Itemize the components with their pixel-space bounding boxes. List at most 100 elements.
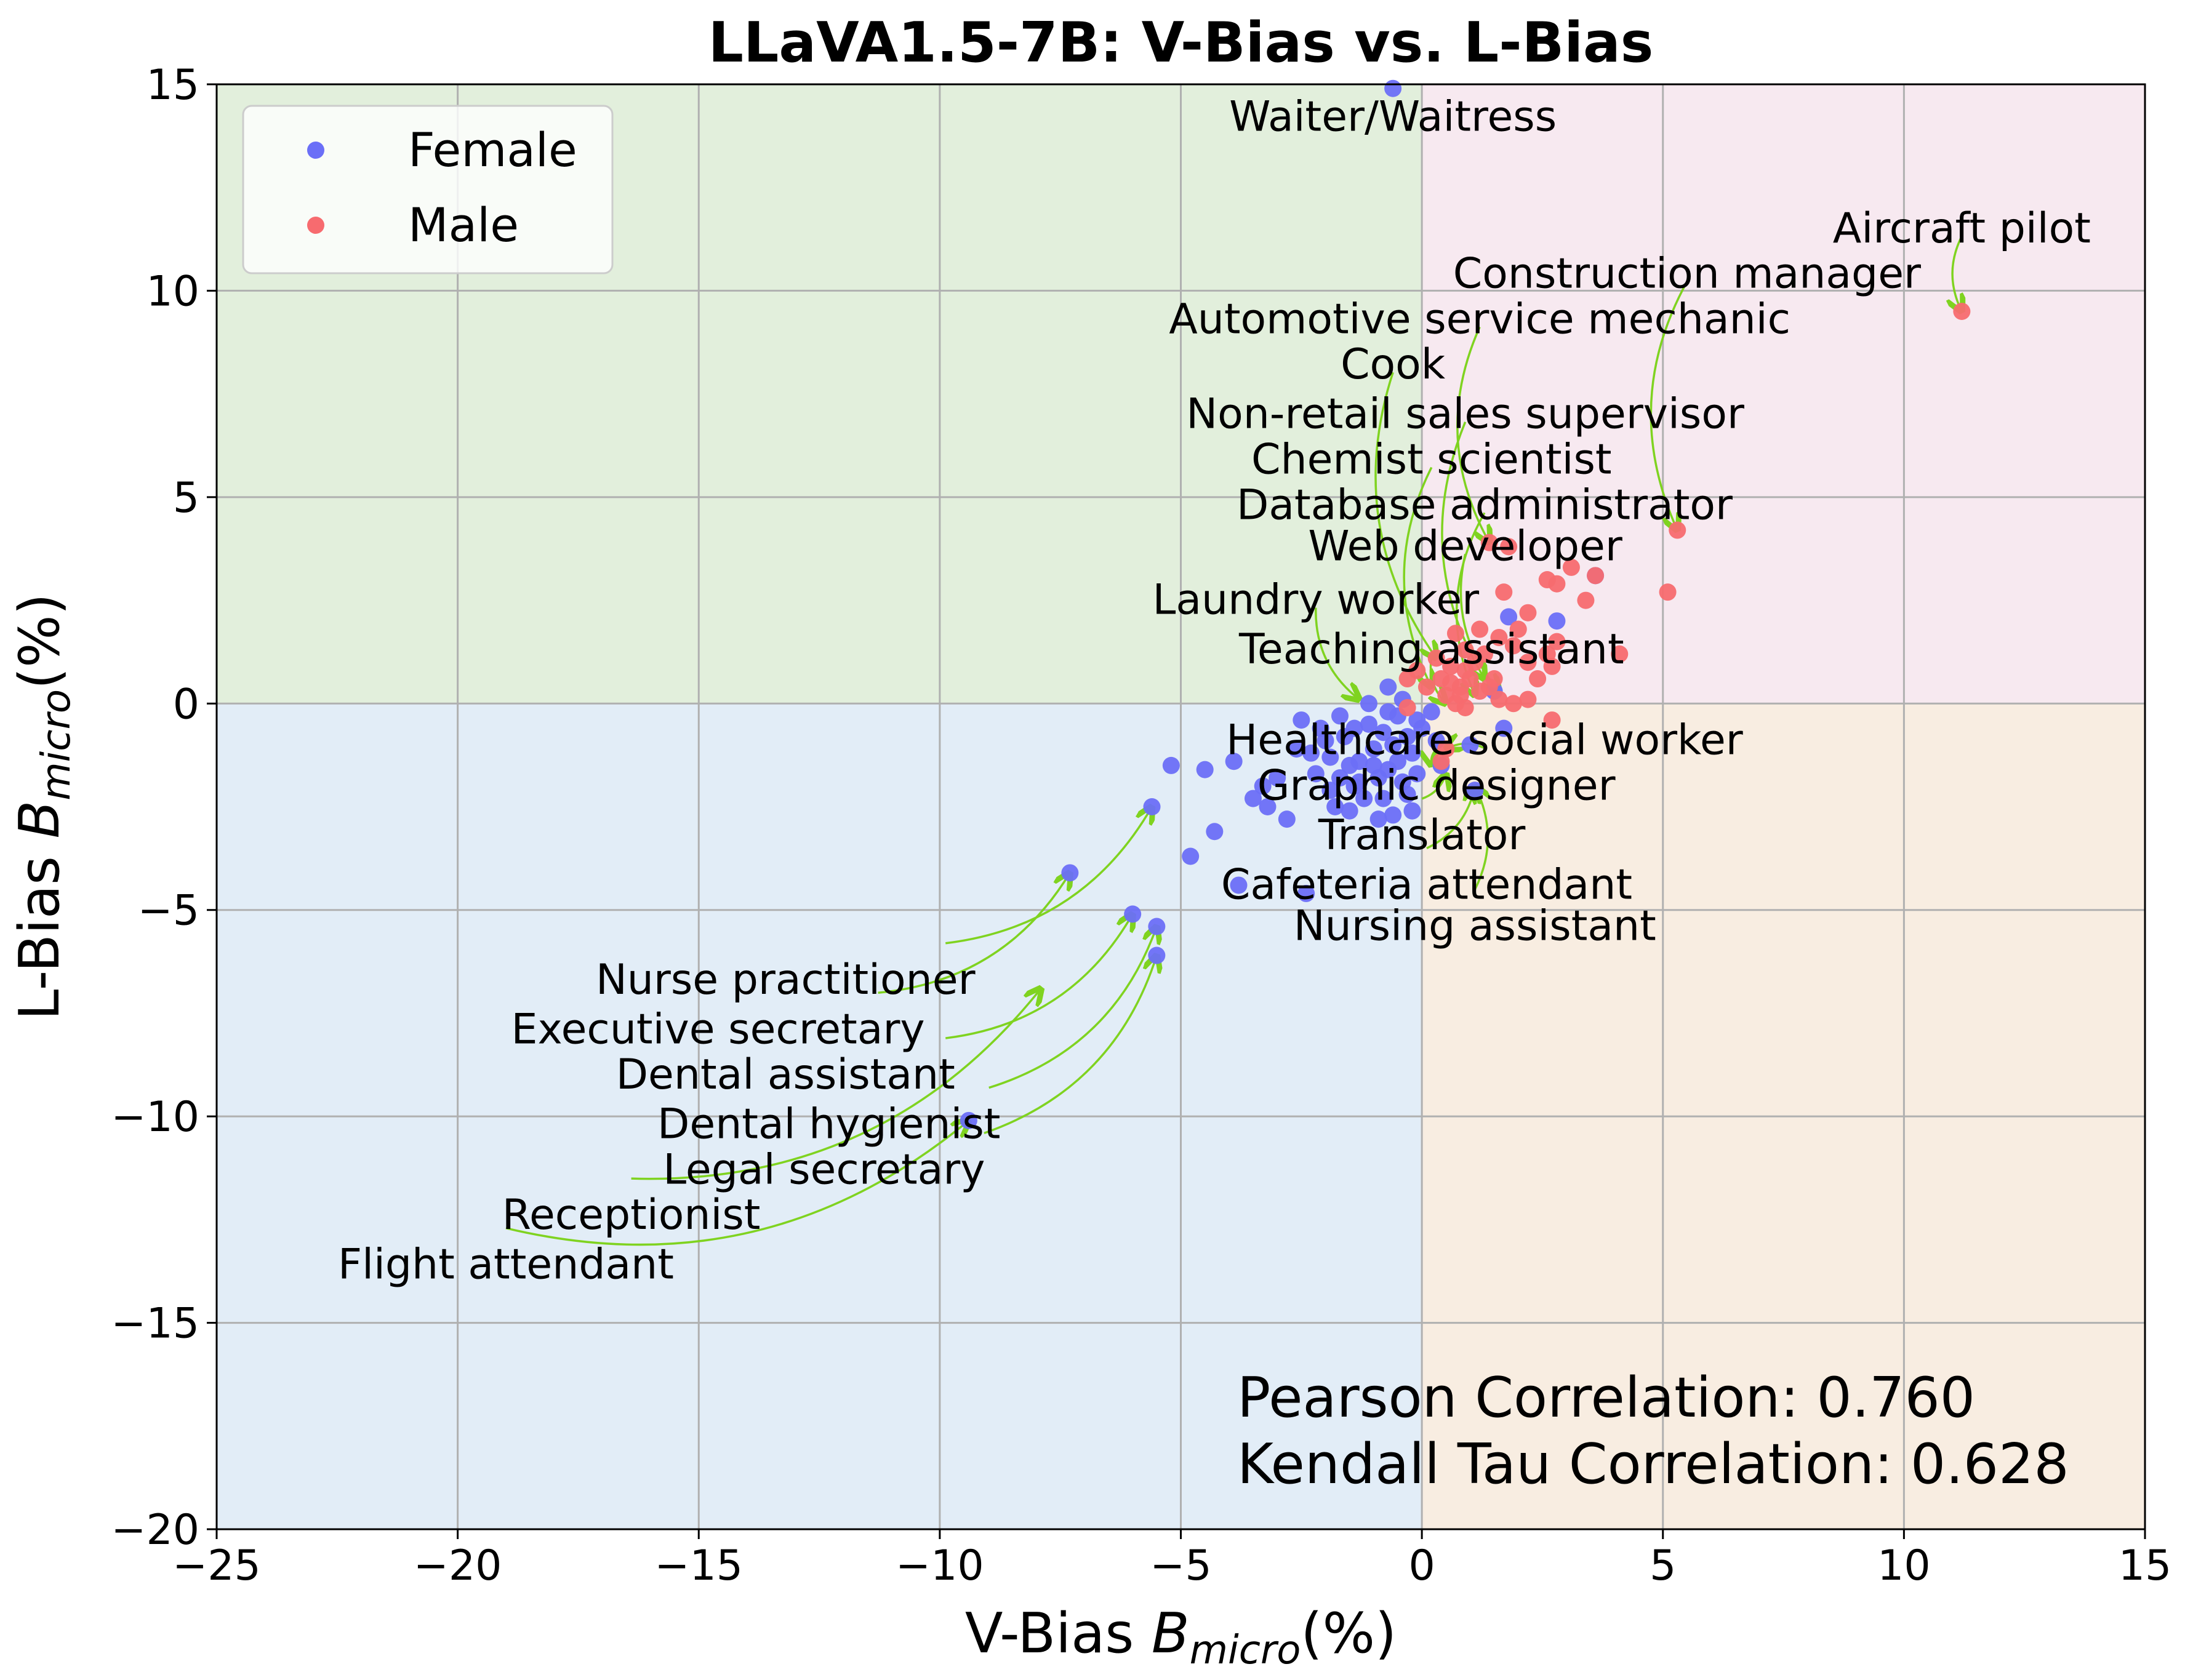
annotation-label: Database administrator xyxy=(1237,481,1733,529)
data-point-female xyxy=(1422,703,1440,721)
x-tick-label: 0 xyxy=(1408,1542,1435,1590)
legend-label-male: Male xyxy=(408,198,519,252)
chart-title: LLaVA1.5-7B: V-Bias vs. L-Bias xyxy=(708,10,1654,75)
data-point-male xyxy=(1529,670,1547,688)
data-point-female xyxy=(1278,810,1296,828)
data-point-female xyxy=(1413,719,1431,737)
data-point-female xyxy=(1321,782,1339,799)
data-point-male xyxy=(1490,690,1508,708)
data-point-male xyxy=(1442,674,1460,692)
data-point-male xyxy=(1446,625,1464,642)
data-point-male xyxy=(1538,645,1556,663)
annotation-arrow xyxy=(945,914,1133,1039)
x-tick-label: 5 xyxy=(1650,1542,1676,1590)
legend-label-female: Female xyxy=(408,122,577,177)
data-point-male xyxy=(1548,633,1566,650)
annotation-arrow xyxy=(1456,326,1489,542)
data-point-female xyxy=(1369,810,1387,828)
data-point-female xyxy=(1230,876,1248,894)
data-point-female xyxy=(1148,918,1166,935)
y-tick-label: 5 xyxy=(173,474,199,522)
quadrant-top-right xyxy=(1422,84,2145,704)
data-point-female xyxy=(1374,790,1392,807)
data-point-male xyxy=(1504,695,1522,713)
data-point-male xyxy=(1577,591,1595,609)
x-tick-label: −5 xyxy=(1150,1542,1211,1590)
data-point-male xyxy=(1509,620,1527,638)
y-tick-label: −20 xyxy=(111,1506,199,1554)
data-point-female xyxy=(1341,802,1358,820)
data-point-female xyxy=(1548,612,1566,630)
legend-marker-female xyxy=(307,142,324,159)
annotation-arrow xyxy=(1315,607,1360,700)
data-point-female xyxy=(1360,695,1377,713)
y-tick-label: −15 xyxy=(111,1300,199,1348)
data-point-female xyxy=(1259,798,1277,815)
data-point-female xyxy=(1297,884,1315,902)
data-point-female xyxy=(1269,769,1286,787)
data-point-male xyxy=(1480,534,1498,551)
annotation-label: Cafeteria attendant xyxy=(1221,860,1632,909)
data-point-male xyxy=(1471,620,1489,638)
annotation-arrow xyxy=(878,873,1070,994)
annotation-arrow xyxy=(1475,786,1488,890)
annotation-label: Teaching assistant xyxy=(1238,625,1624,674)
annotation-label: Cook xyxy=(1341,340,1446,389)
data-point-male xyxy=(1495,583,1513,601)
data-point-female xyxy=(1350,753,1368,770)
data-point-female xyxy=(1061,864,1079,882)
annotation-arrow xyxy=(1650,281,1688,530)
kendall-correlation: Kendall Tau Correlation: 0.628 xyxy=(1237,1432,2069,1497)
annotation-label: Waiter/Waitress xyxy=(1229,93,1557,142)
data-point-male xyxy=(1442,657,1460,675)
annotation-label: Aircraft pilot xyxy=(1833,204,2091,253)
data-point-female xyxy=(1384,806,1402,824)
x-tick-label: −10 xyxy=(896,1542,984,1590)
data-point-female xyxy=(1355,790,1373,807)
annotation-label: Receptionist xyxy=(502,1191,761,1239)
data-point-male xyxy=(1500,538,1518,556)
data-point-female xyxy=(1398,727,1416,745)
data-point-male xyxy=(1538,571,1556,589)
annotation-label: Nursing assistant xyxy=(1294,902,1656,951)
annotation-label: Construction manager xyxy=(1453,250,1921,298)
y-tick-label: 0 xyxy=(173,680,199,729)
data-point-male xyxy=(1417,678,1435,696)
data-point-male xyxy=(1451,686,1469,704)
data-point-male xyxy=(1490,628,1508,646)
y-tick-label: 15 xyxy=(146,61,199,110)
data-point-female xyxy=(1326,798,1344,815)
data-point-female xyxy=(1288,740,1305,758)
data-point-female xyxy=(1403,802,1421,820)
annotation-label: Chemist scientist xyxy=(1251,435,1612,484)
data-point-female xyxy=(1148,946,1166,964)
data-point-female xyxy=(1365,756,1382,774)
data-point-male xyxy=(1437,740,1455,758)
data-point-female xyxy=(1360,715,1377,733)
x-tick-label: 15 xyxy=(2119,1542,2172,1590)
annotation-label: Nurse practitioner xyxy=(596,956,976,1004)
data-point-female xyxy=(1365,740,1382,758)
data-point-female xyxy=(1206,823,1224,841)
data-point-female xyxy=(1331,707,1349,725)
data-point-male xyxy=(1398,670,1416,688)
data-point-female xyxy=(1500,608,1518,626)
data-point-male xyxy=(1504,637,1522,655)
data-point-female xyxy=(1312,719,1329,737)
annotation-arrow xyxy=(984,956,1157,1135)
annotation-arrow xyxy=(1403,466,1432,687)
data-point-male xyxy=(1953,302,1971,320)
data-point-female xyxy=(1225,753,1243,770)
data-point-female xyxy=(1379,703,1397,721)
data-point-male xyxy=(1398,698,1416,716)
data-point-female xyxy=(1495,719,1513,737)
data-point-female xyxy=(1302,744,1320,762)
data-point-male xyxy=(1562,558,1580,576)
annotation-arrow xyxy=(1421,774,1446,800)
y-tick-label: −10 xyxy=(111,1093,199,1142)
data-point-female xyxy=(1331,769,1349,787)
data-point-male xyxy=(1669,521,1686,539)
data-point-female xyxy=(1384,736,1402,754)
data-point-male xyxy=(1456,662,1474,679)
